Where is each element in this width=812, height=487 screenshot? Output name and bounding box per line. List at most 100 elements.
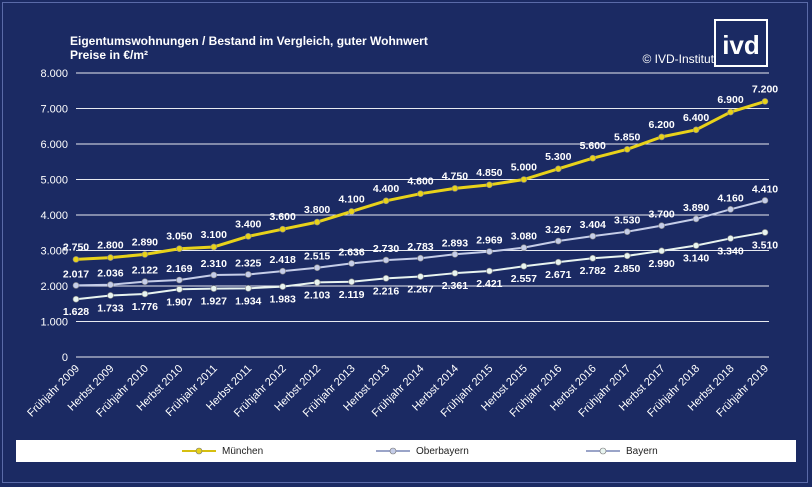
y-tick-label: 6.000 xyxy=(40,139,68,151)
y-axis-ticks: 0 1.000 2.000 3.000 4.000 5.000 6.000 7.000 8.00… xyxy=(40,68,68,364)
data-label: 3.080 xyxy=(511,231,537,243)
data-label: 6.900 xyxy=(717,94,743,106)
data-label: 2.636 xyxy=(338,246,364,258)
data-point xyxy=(107,292,114,299)
data-label: 3.267 xyxy=(545,224,571,236)
data-point xyxy=(279,267,287,275)
data-label: 2.969 xyxy=(476,235,502,247)
data-point xyxy=(486,248,493,255)
data-point xyxy=(727,235,734,242)
data-point xyxy=(761,98,769,105)
data-point xyxy=(761,229,769,236)
data-label: 3.400 xyxy=(235,218,261,230)
data-label: 2.418 xyxy=(270,254,296,266)
data-label: 2.267 xyxy=(407,284,433,296)
data-label: 3.050 xyxy=(166,231,192,243)
data-point xyxy=(141,251,149,258)
data-point xyxy=(244,285,252,292)
legend-item-oberbayern: Oberbayern xyxy=(376,440,469,462)
data-label: 3.140 xyxy=(683,253,709,265)
legend-label: Bayern xyxy=(626,445,658,457)
data-point xyxy=(554,237,562,245)
data-point xyxy=(520,176,528,183)
data-point xyxy=(141,290,149,298)
legend-swatch xyxy=(182,446,216,456)
y-tick-label: 5.000 xyxy=(40,175,68,187)
y-tick-label: 2.000 xyxy=(40,281,68,293)
chart-subtitle: Preise in €/m² xyxy=(70,48,149,62)
data-point xyxy=(589,232,597,240)
data-label: 2.036 xyxy=(97,268,123,280)
gridlines xyxy=(76,72,769,358)
data-point xyxy=(658,247,665,255)
data-label: 3.890 xyxy=(683,202,709,214)
data-label: 4.750 xyxy=(442,170,468,182)
data-point xyxy=(623,146,631,153)
data-label: 4.100 xyxy=(338,193,364,205)
data-label: 2.310 xyxy=(201,258,227,270)
data-label: 5.300 xyxy=(545,151,571,163)
data-label: 2.103 xyxy=(304,289,330,301)
data-label: 5.600 xyxy=(580,140,606,152)
data-point xyxy=(244,233,252,240)
data-point xyxy=(520,244,528,251)
data-label: 2.990 xyxy=(649,258,675,270)
data-label: 2.730 xyxy=(373,243,399,255)
series-lines xyxy=(72,98,769,303)
data-label: 1.983 xyxy=(270,294,296,306)
data-point xyxy=(210,243,218,251)
data-label: 1.907 xyxy=(166,296,192,308)
data-point xyxy=(313,279,321,286)
data-point xyxy=(348,260,355,267)
data-point xyxy=(692,126,700,134)
data-label: 1.628 xyxy=(63,306,89,318)
data-label: 1.776 xyxy=(132,301,158,313)
data-point xyxy=(658,133,665,141)
data-point xyxy=(244,271,252,278)
ivd-logo: ivd xyxy=(714,19,768,67)
data-label: 1.733 xyxy=(97,302,123,314)
data-point xyxy=(623,228,631,235)
data-label: 2.893 xyxy=(442,237,468,249)
data-point xyxy=(382,197,390,205)
data-point xyxy=(72,295,80,303)
data-label: 2.890 xyxy=(132,236,158,248)
data-point xyxy=(486,267,493,275)
data-label: 2.017 xyxy=(63,268,89,280)
data-label: 2.216 xyxy=(373,285,399,297)
data-point xyxy=(486,181,493,189)
data-label: 2.783 xyxy=(407,241,433,253)
data-point xyxy=(279,283,287,290)
legend-item-bayern: Bayern xyxy=(586,440,658,462)
data-label: 4.160 xyxy=(717,192,743,204)
data-label: 5.850 xyxy=(614,131,640,143)
data-point xyxy=(417,190,424,197)
data-point xyxy=(382,275,390,282)
data-point xyxy=(210,285,218,292)
data-point xyxy=(176,245,183,253)
legend-item-münchen: München xyxy=(182,440,263,462)
data-label: 3.100 xyxy=(201,229,227,241)
data-point xyxy=(589,254,597,262)
y-tick-label: 3.000 xyxy=(40,246,68,258)
data-label: 3.600 xyxy=(270,211,296,223)
data-point xyxy=(72,282,80,289)
data-label: 1.934 xyxy=(235,295,261,307)
data-point xyxy=(727,206,734,213)
data-point xyxy=(210,271,218,279)
legend-swatch xyxy=(586,446,620,456)
data-point xyxy=(382,256,390,264)
data-point xyxy=(107,281,114,289)
data-label: 3.340 xyxy=(717,245,743,257)
data-point xyxy=(107,254,114,261)
data-label: 2.325 xyxy=(235,257,261,269)
data-label: 2.515 xyxy=(304,251,330,263)
data-point xyxy=(176,276,183,284)
data-label: 4.850 xyxy=(476,167,502,179)
data-point xyxy=(451,250,459,258)
data-label: 2.800 xyxy=(97,240,123,252)
data-point xyxy=(520,262,528,270)
data-label: 2.169 xyxy=(166,263,192,275)
data-point xyxy=(313,218,321,226)
